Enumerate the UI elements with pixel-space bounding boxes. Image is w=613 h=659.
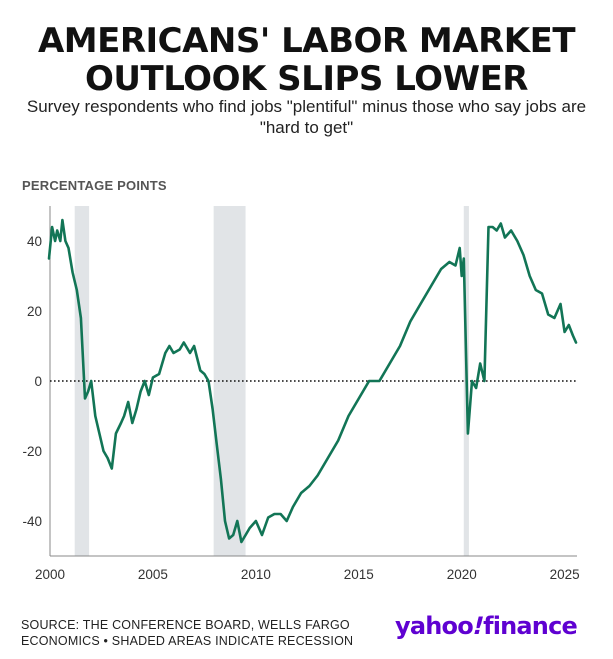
- y-tick-label: -40: [22, 514, 42, 529]
- x-tick-label: 2005: [138, 567, 168, 582]
- x-tick-label: 2015: [344, 567, 374, 582]
- logo-finance: finance: [483, 612, 578, 640]
- recession-bands: [74, 206, 469, 556]
- x-tick-labels: 2000 2005 2010 2015 2020 2025: [35, 567, 580, 582]
- chart-title: AMERICANS' LABOR MARKET OUTLOOK SLIPS LO…: [0, 22, 613, 98]
- y-tick-label: 0: [34, 374, 42, 389]
- title-line-1: AMERICANS' LABOR MARKET: [37, 21, 576, 61]
- source-line-2: ECONOMICS • SHADED AREAS INDICATE RECESS…: [21, 634, 354, 648]
- yahoo-finance-logo: yahoo!finance: [395, 612, 578, 640]
- y-tick-labels: 40 20 0 -20 -40: [22, 234, 42, 529]
- x-tick-label: 2010: [241, 567, 271, 582]
- y-axis-label: PERCENTAGE POINTS: [22, 178, 167, 193]
- x-tick-label: 2025: [550, 567, 580, 582]
- title-line-2: OUTLOOK SLIPS LOWER: [85, 59, 528, 99]
- line-chart: 40 20 0 -20 -40 2000 2005 2010 2015 2020 2025: [22, 206, 580, 582]
- x-tick-label: 2000: [35, 567, 65, 582]
- y-tick-label: 40: [27, 234, 42, 249]
- y-tick-label: -20: [22, 444, 42, 459]
- chart-subtitle: Survey respondents who find jobs "plenti…: [26, 97, 587, 137]
- source-note: SOURCE: THE CONFERENCE BOARD, WELLS FARG…: [21, 617, 353, 649]
- y-tick-label: 20: [27, 304, 42, 319]
- series-line: [47, 218, 578, 544]
- logo-yahoo: yahoo: [395, 612, 474, 640]
- source-line-1: SOURCE: THE CONFERENCE BOARD, WELLS FARG…: [21, 618, 350, 632]
- x-tick-label: 2020: [447, 567, 477, 582]
